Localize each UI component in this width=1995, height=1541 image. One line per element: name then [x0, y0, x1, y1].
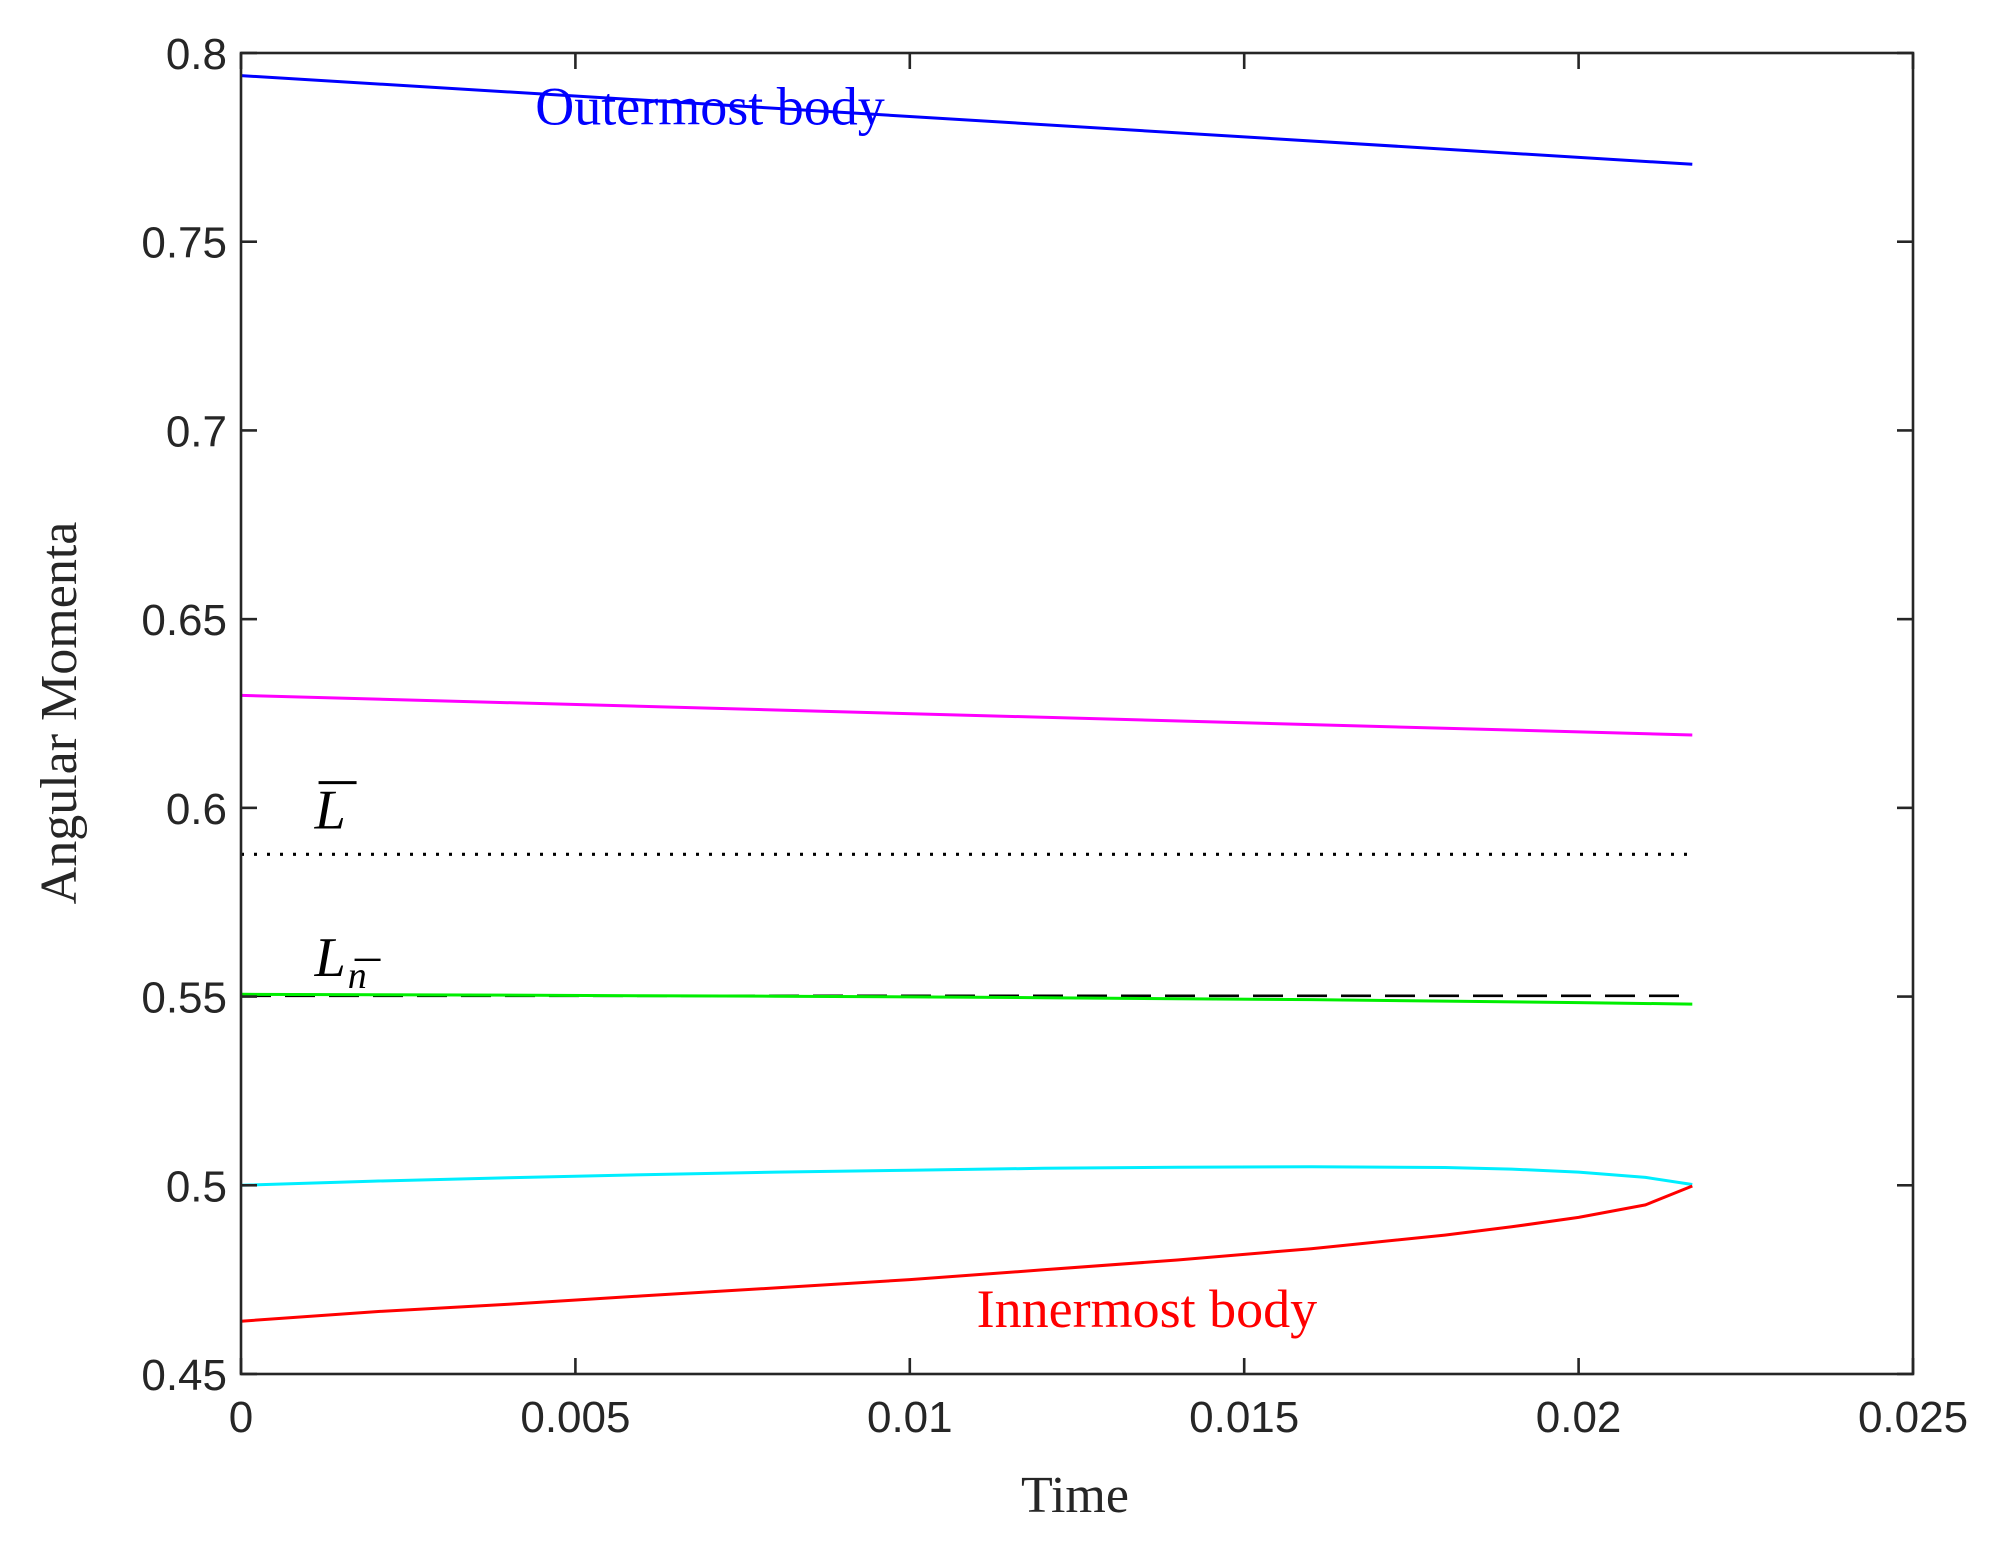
y-tick-label: 0.65	[141, 596, 227, 645]
x-axis-label: Time	[1021, 1467, 1129, 1524]
series-layer	[240, 74, 1693, 1323]
y-tick-label: 0.7	[166, 407, 227, 456]
x-tick-label: 0.005	[520, 1393, 630, 1442]
x-tick-label: 0.01	[867, 1393, 953, 1442]
x-tick-label: 0	[229, 1393, 253, 1442]
ticks-layer: 0 0.005 0.01 0.015 0.02 0.025 0.45 0.5 0.55 0.6 0.…	[141, 30, 1968, 1442]
series-line-cyan	[240, 1165, 1693, 1187]
axes-box	[239, 51, 1915, 1376]
y-tick-label: 0.45	[141, 1351, 227, 1400]
series-line-innermost-body	[240, 1184, 1693, 1323]
x-tick-label: 0.025	[1858, 1393, 1968, 1442]
y-tick-label: 0.75	[141, 219, 227, 268]
annotation-layer: Outermost body Innermost body L Ln	[314, 77, 1318, 1339]
y-tick-label: 0.55	[141, 974, 227, 1023]
annotation-innermost-body: Innermost body	[977, 1279, 1317, 1339]
series-line-magenta	[240, 693, 1693, 737]
series-line-outermost-body	[240, 74, 1693, 166]
plot-area	[241, 53, 1913, 1374]
axes-layer	[239, 51, 1915, 1376]
y-axis-label: Angular Momenta	[31, 522, 88, 905]
x-tick-label: 0.015	[1189, 1393, 1299, 1442]
series-line-green	[240, 992, 1693, 1006]
y-tick-label: 0.6	[166, 785, 227, 834]
y-tick-label: 0.5	[166, 1162, 227, 1211]
annotation-l-n-bar: Ln	[314, 927, 367, 997]
y-tick-label: 0.8	[166, 30, 227, 79]
annotation-l-bar: L	[314, 780, 346, 842]
x-tick-label: 0.02	[1536, 1393, 1622, 1442]
annotation-outermost-body: Outermost body	[535, 77, 884, 137]
